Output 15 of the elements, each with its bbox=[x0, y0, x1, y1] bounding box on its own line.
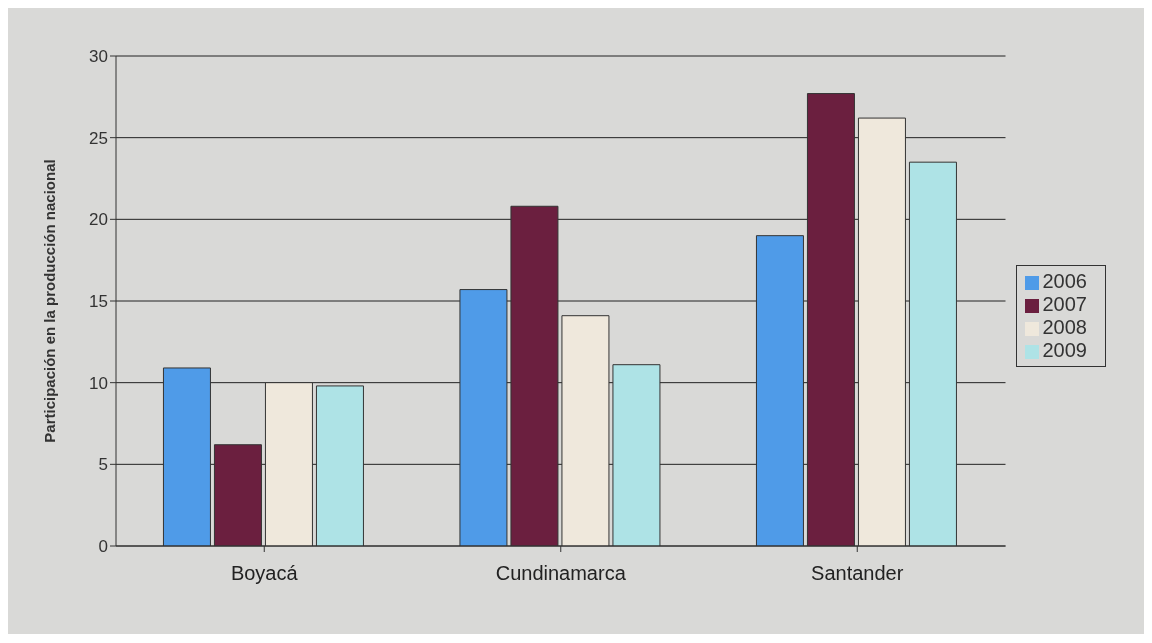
x-tick-label: Cundinamarca bbox=[495, 562, 627, 585]
legend-label: 2009 bbox=[1042, 339, 1087, 361]
y-tick-label: 10 bbox=[89, 373, 108, 393]
legend-label: 2006 bbox=[1042, 270, 1087, 292]
y-tick-label: 15 bbox=[89, 292, 108, 312]
y-tick-label: 5 bbox=[98, 455, 108, 475]
y-tick-label: 25 bbox=[89, 128, 108, 148]
legend-label: 2008 bbox=[1042, 316, 1087, 338]
y-tick-label: 20 bbox=[89, 210, 108, 230]
x-tick-label: Santander bbox=[811, 562, 904, 585]
legend-label: 2007 bbox=[1042, 293, 1087, 315]
y-tick-label: 30 bbox=[89, 47, 108, 67]
y-tick-label: 0 bbox=[98, 537, 108, 557]
x-tick-label: Boyacá bbox=[230, 562, 299, 585]
y-axis-title: Participación en la producción nacional bbox=[41, 159, 59, 443]
